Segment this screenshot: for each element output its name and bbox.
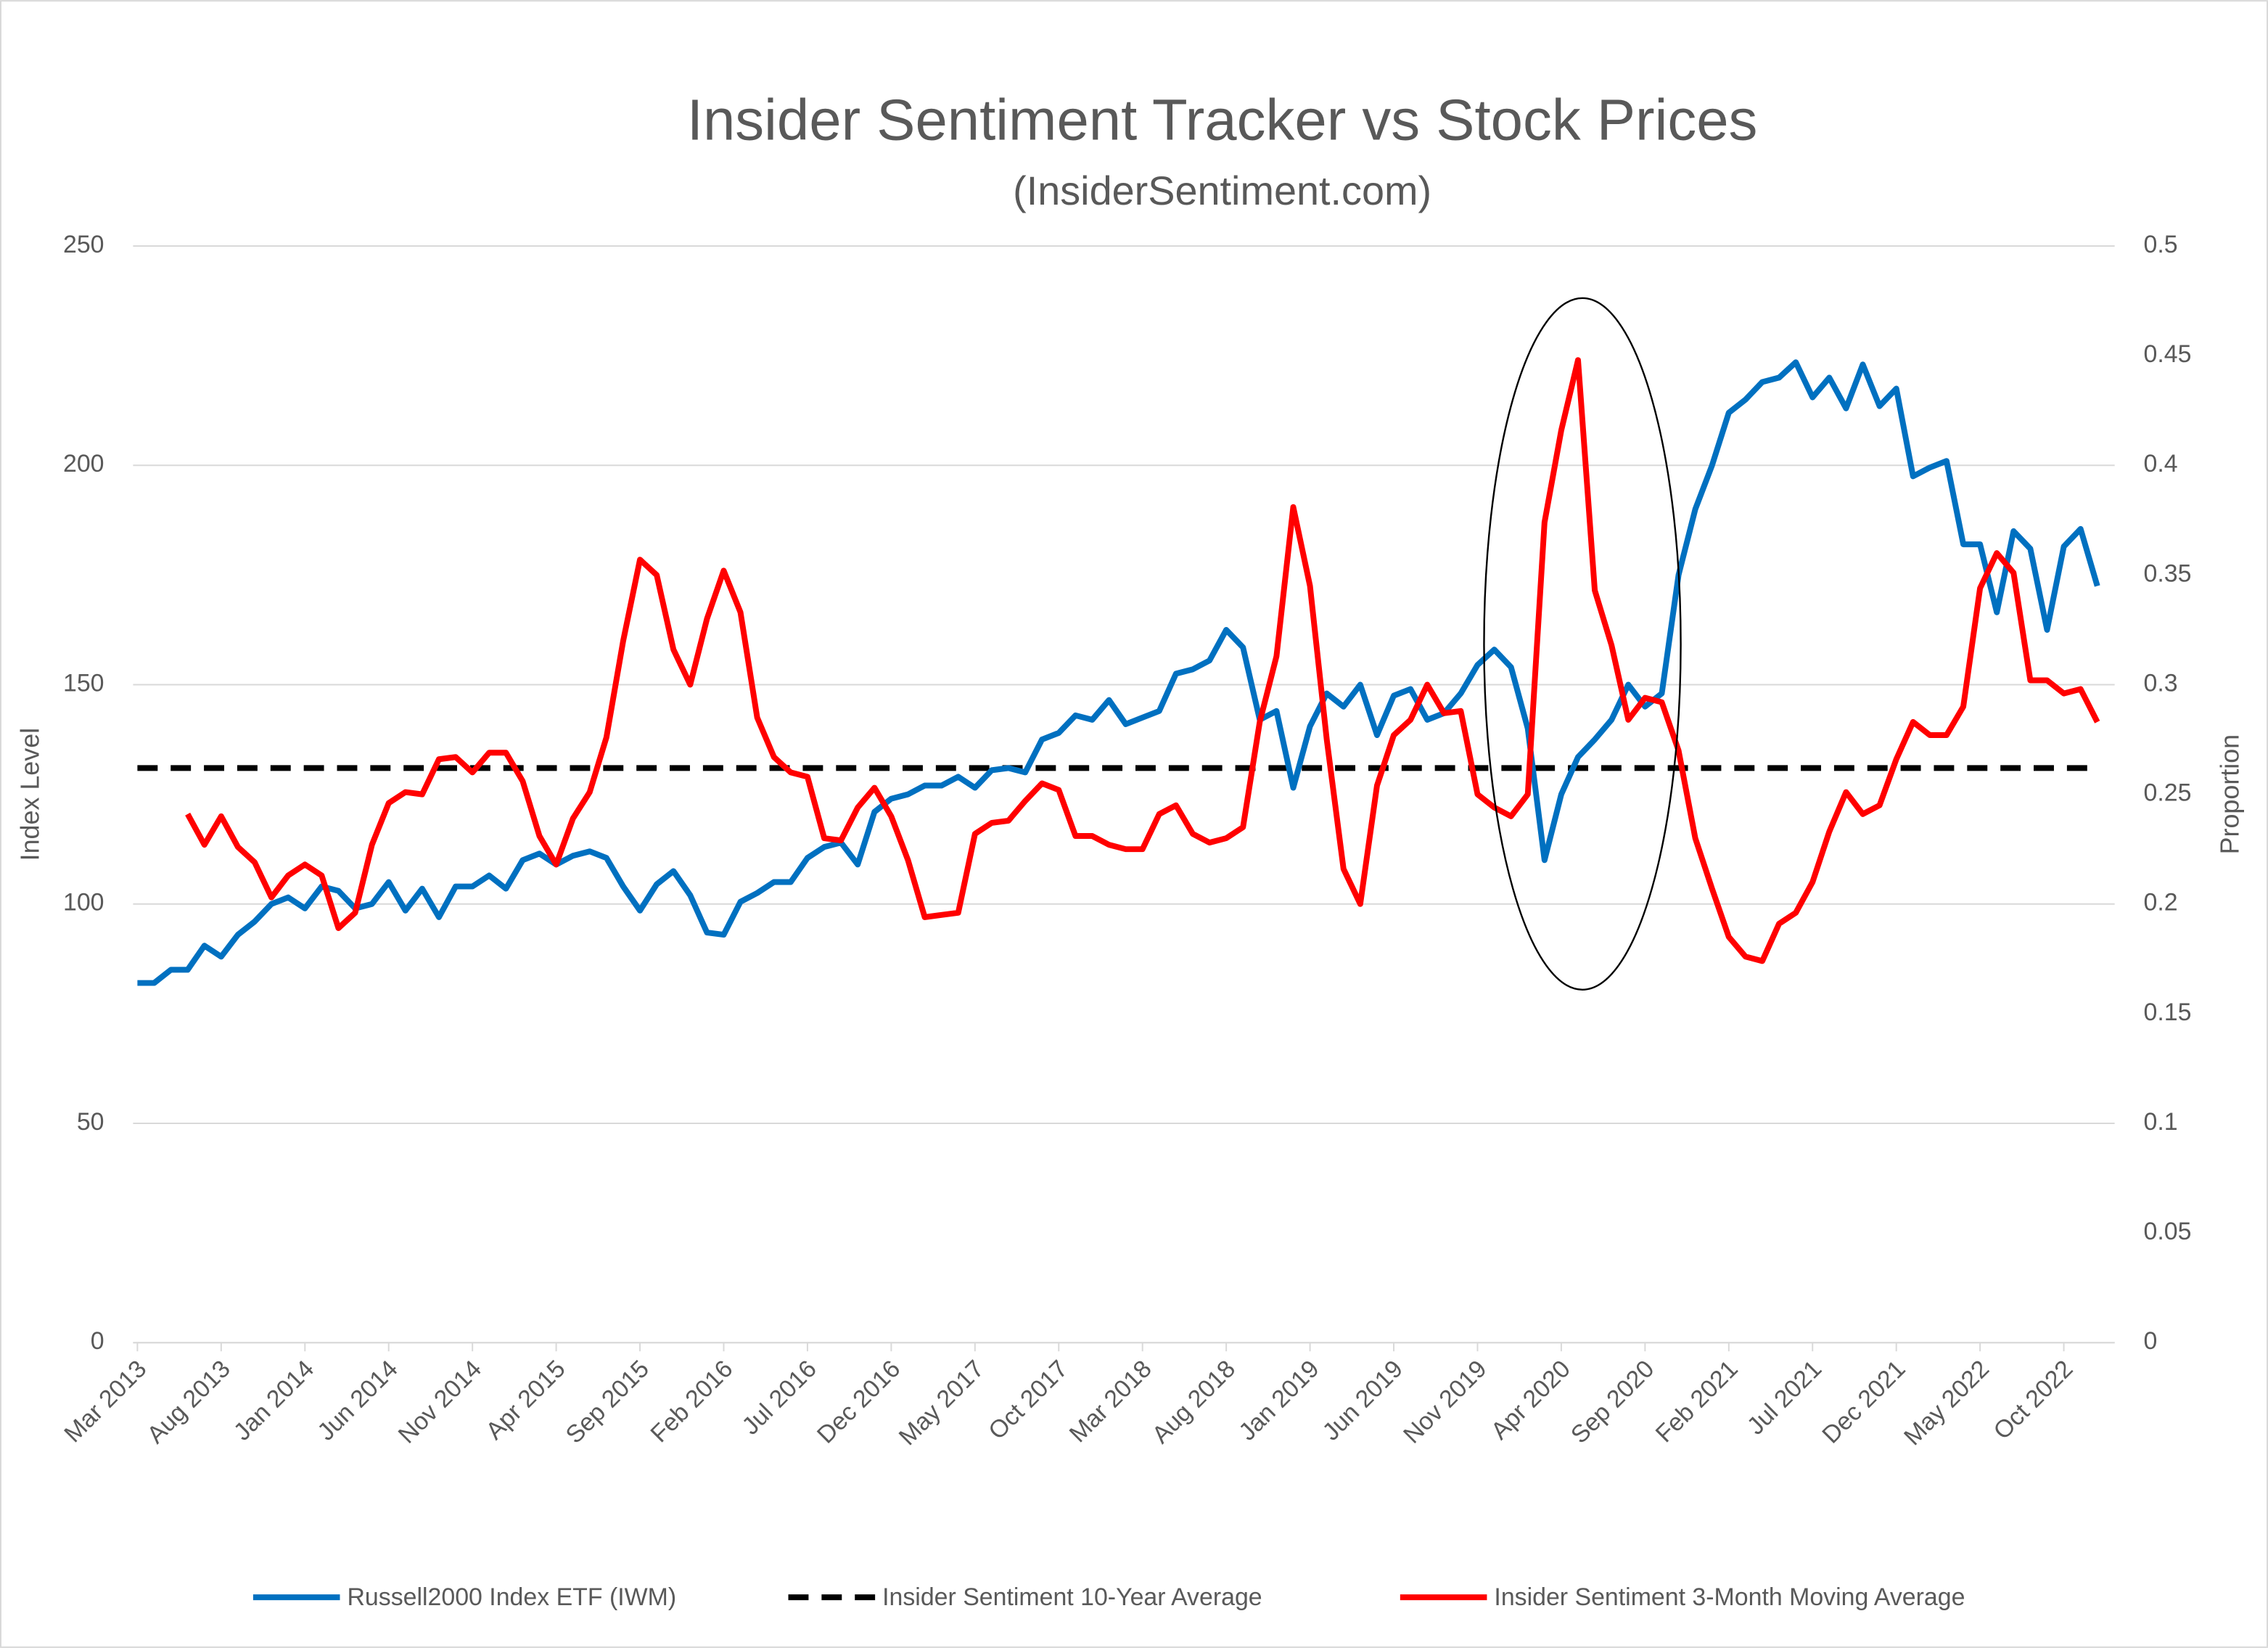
plot-area <box>137 357 2100 986</box>
legend-item: Insider Sentiment 3-Month Moving Average <box>1400 1583 1965 1611</box>
y2-tick-label: 0.2 <box>2144 889 2178 917</box>
y2-tick-label: 0.25 <box>2144 779 2192 807</box>
y2-tick-label: 0.5 <box>2144 231 2178 258</box>
legend-label: Insider Sentiment 3-Month Moving Average <box>1494 1583 1965 1611</box>
legend-label: Insider Sentiment 10-Year Average <box>882 1583 1262 1611</box>
y-tick-label: 200 <box>63 450 104 477</box>
highlight-ellipse <box>1483 297 1682 991</box>
y2-tick-label: 0.05 <box>2144 1218 2192 1245</box>
y2-tick-label: 0.3 <box>2144 669 2178 697</box>
y-tick-label: 100 <box>63 889 104 917</box>
series-line <box>185 357 2100 964</box>
y-tick-label: 0 <box>91 1327 104 1355</box>
chart-title: Insider Sentiment Tracker vs Stock Price… <box>687 88 1758 152</box>
y2-axis-label: Proportion <box>2216 734 2245 855</box>
y2-tick-label: 0.35 <box>2144 559 2192 587</box>
y2-tick-label: 0 <box>2144 1327 2158 1355</box>
y2-tick-label: 0.1 <box>2144 1108 2178 1136</box>
y-tick-label: 50 <box>77 1108 104 1136</box>
y2-tick-label: 0.4 <box>2144 450 2178 477</box>
legend: Russell2000 Index ETF (IWM) Insider Senti… <box>252 1583 1965 1611</box>
legend-item: Insider Sentiment 10-Year Average <box>788 1583 1262 1611</box>
series-line <box>137 359 2100 986</box>
y2-tick-label: 0.45 <box>2144 340 2192 368</box>
legend-item: Russell2000 Index ETF (IWM) <box>252 1583 676 1611</box>
y-axis-label: Index Level <box>15 728 44 861</box>
y-tick-label: 250 <box>63 231 104 258</box>
legend-label: Russell2000 Index ETF (IWM) <box>347 1583 676 1611</box>
y-tick-label: 150 <box>63 669 104 697</box>
chart-subtitle: (InsiderSentiment.com) <box>1013 168 1431 213</box>
y2-tick-label: 0.15 <box>2144 999 2192 1026</box>
